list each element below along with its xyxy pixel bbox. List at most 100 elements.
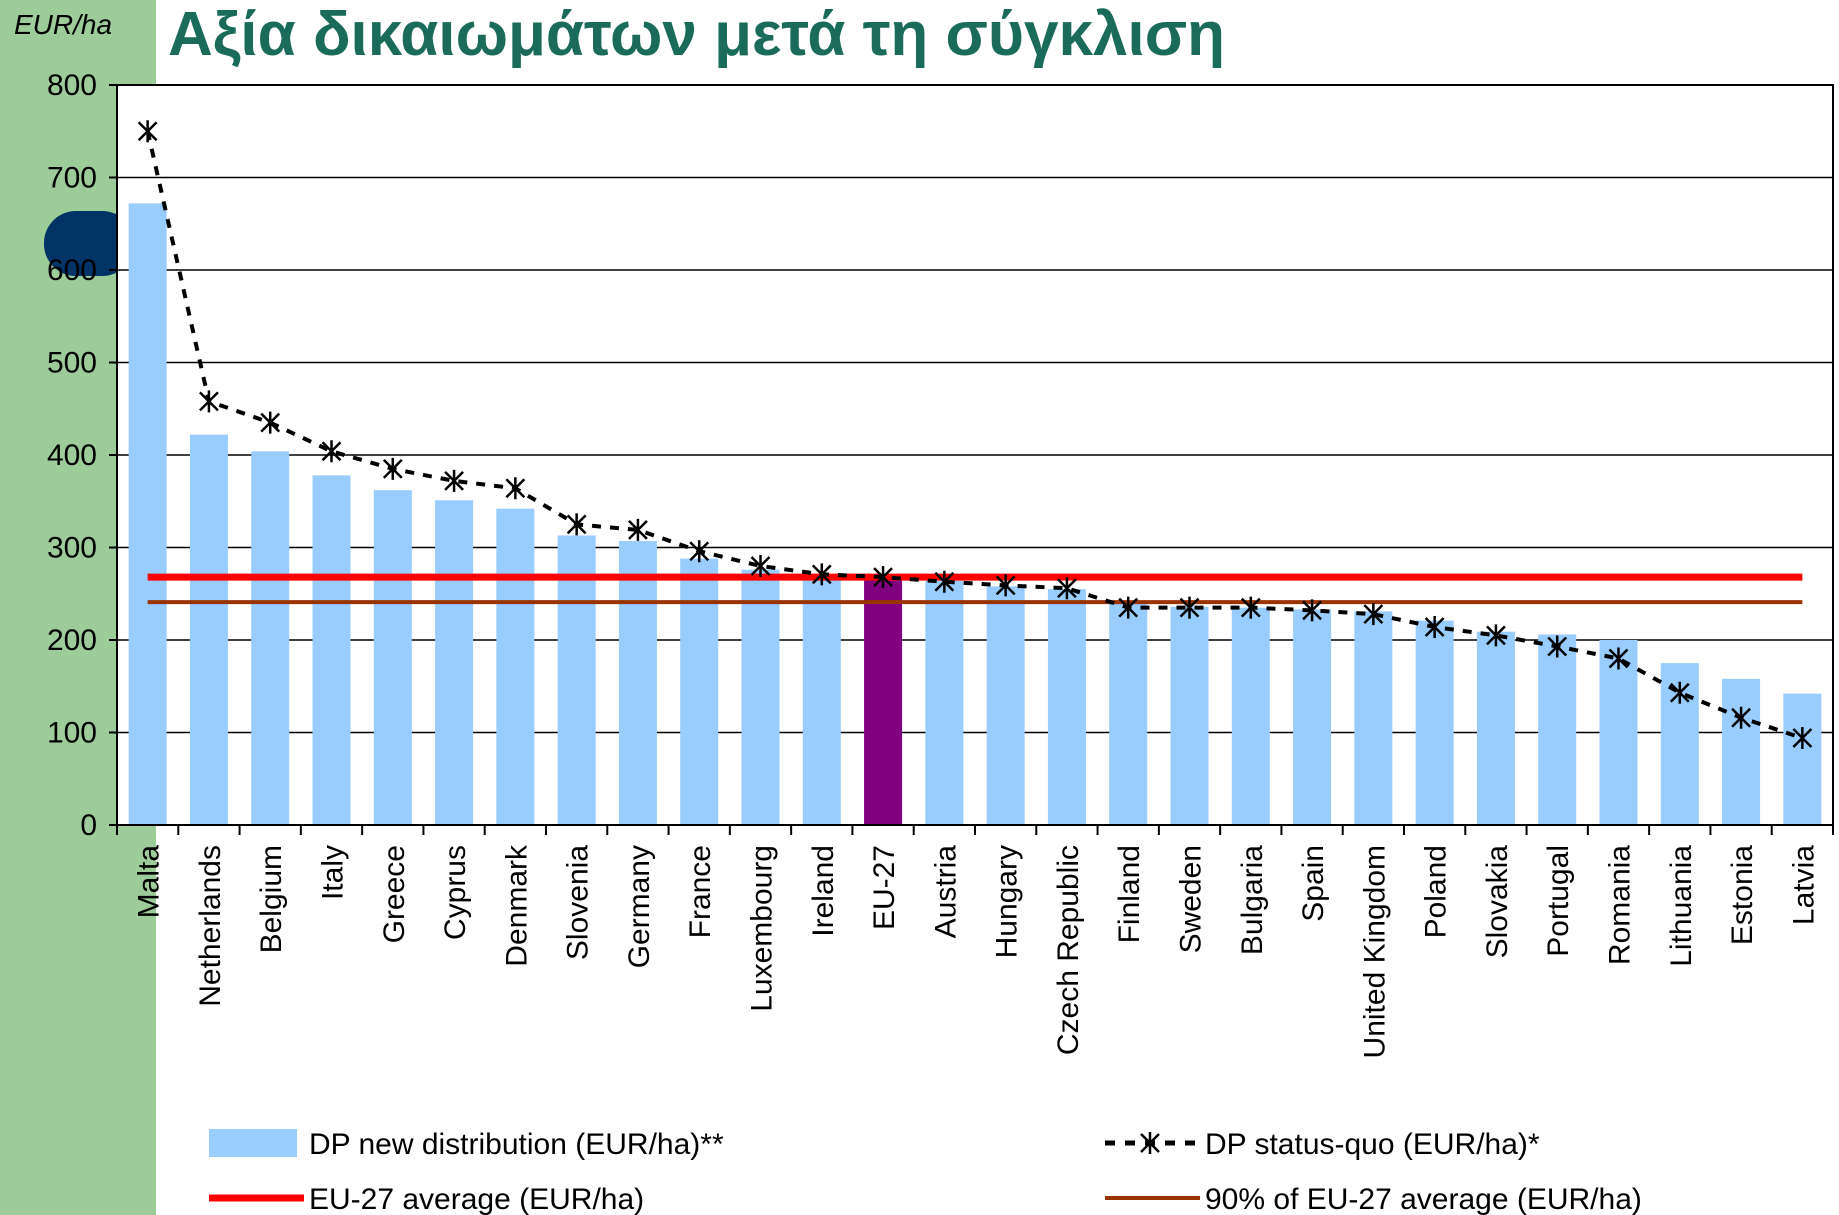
x-tick-label: Estonia [1726,845,1759,945]
bar [680,558,719,825]
x-tick-label: Austria [929,845,962,939]
bar [1415,620,1454,825]
bar [741,569,780,825]
marker-shape [1179,596,1200,619]
marker [260,411,281,434]
x-tick-label: Germany [623,845,656,968]
x-tick-label: Luxembourg [746,845,779,1012]
x-tick-label: United Kingdom [1358,845,1391,1058]
marker [934,570,955,593]
chart-title: Αξία δικαιωμάτων μετά τη σύγκλιση [168,0,1225,69]
marker [995,574,1016,597]
bar [1354,611,1393,825]
x-tick-label: Czech Republic [1052,845,1085,1055]
bar [925,580,964,825]
bar [1109,603,1148,825]
marker-shape [995,574,1016,597]
x-tick-label: Ireland [807,845,840,937]
legend-label: EU-27 average (EUR/ha) [309,1183,644,1215]
bar [864,577,903,825]
x-tick-label: Italy [317,845,350,900]
x-tick-label: Slovenia [562,845,595,960]
bar [1783,693,1822,825]
marker-shape [444,469,464,492]
marker-shape [1302,599,1322,622]
status-quo-line [145,130,1803,740]
x-tick-label: Slovakia [1481,845,1514,959]
x-tick-label: Denmark [500,844,533,967]
marker [1424,616,1445,639]
bar [128,203,167,825]
x-tick-label: Lithuania [1665,845,1698,967]
bar [1231,607,1270,825]
marker [566,513,587,536]
y-tick-label: 200 [47,624,97,657]
x-tick-label: Sweden [1175,845,1208,953]
x-tick-label: Netherlands [194,845,227,1007]
marker [628,518,648,541]
legend-label: DP status-quo (EUR/ha)* [1205,1128,1540,1161]
bar [1599,640,1638,825]
x-tick-label: Cyprus [439,845,472,940]
marker [811,563,832,586]
y-tick-label: 400 [47,439,97,472]
marker-shape [1547,635,1568,658]
marker-shape [382,457,403,480]
legend-label: DP new distribution (EUR/ha)** [309,1128,724,1161]
marker-shape [1363,603,1384,626]
marker [1363,603,1384,626]
x-tick-label: Belgium [255,845,288,953]
bar [618,541,657,825]
x-tick-label: Hungary [991,845,1024,958]
bar [312,475,351,825]
marker-shape [137,120,158,143]
x-tick-label: France [684,845,717,938]
marker [1240,596,1261,619]
legend-label: 90% of EU-27 average (EUR/ha) [1205,1183,1642,1215]
marker [199,390,219,413]
marker-shape [1240,596,1261,619]
marker [1302,599,1322,622]
marker-shape [1669,681,1690,704]
bar [373,490,412,825]
marker [1486,624,1506,647]
x-tick-label: Romania [1604,845,1637,965]
y-tick-label: 800 [47,69,97,102]
bar [557,535,596,825]
bar [496,508,535,825]
bar [986,586,1025,825]
marker-shape [1731,706,1751,729]
marker-shape [750,555,771,577]
marker-shape [873,566,893,589]
marker [689,540,710,563]
x-tick-label: Portugal [1542,845,1575,957]
marker [444,469,464,492]
marker [1057,577,1077,600]
marker-shape [1118,596,1139,619]
marker-shape [1608,647,1629,670]
marker [1731,706,1751,729]
bar [1047,589,1086,825]
legend-marker [1140,1132,1160,1154]
marker-shape [1486,624,1506,647]
marker-shape [199,390,219,413]
bar [1538,634,1577,825]
marker-shape [566,513,587,536]
x-tick-label: Poland [1420,845,1453,938]
marker [1547,635,1568,658]
y-tick-label: 500 [47,347,97,380]
marker [505,477,526,500]
marker [1179,596,1200,619]
x-tick-label: Bulgaria [1236,845,1269,955]
marker-shape [628,518,648,541]
marker-shape [1792,727,1813,750]
marker [137,120,158,143]
y-tick-label: 700 [47,162,97,195]
marker [382,457,403,480]
y-tick-label: 0 [80,809,97,842]
bar [1476,631,1515,825]
marker-shape [1424,616,1445,639]
marker [1792,727,1813,750]
x-tick-label: Finland [1113,845,1146,943]
